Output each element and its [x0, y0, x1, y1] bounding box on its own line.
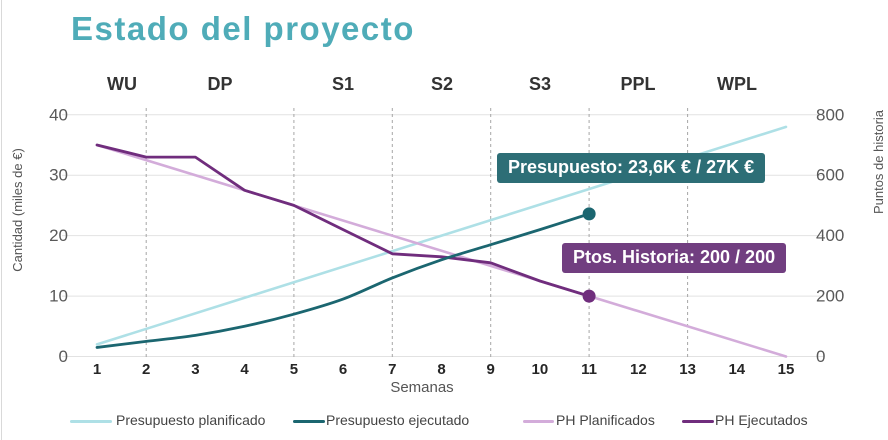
svg-text:5: 5 [290, 361, 298, 378]
svg-text:15: 15 [778, 361, 795, 378]
svg-text:600: 600 [816, 166, 844, 185]
svg-text:0: 0 [59, 347, 68, 366]
svg-text:11: 11 [581, 361, 597, 378]
svg-text:2: 2 [142, 361, 150, 378]
svg-text:30: 30 [49, 166, 68, 185]
svg-text:4: 4 [240, 361, 249, 378]
svg-text:12: 12 [630, 361, 647, 378]
svg-text:13: 13 [679, 361, 696, 378]
svg-text:0: 0 [816, 347, 825, 366]
svg-text:200: 200 [816, 287, 844, 306]
svg-text:10: 10 [532, 361, 549, 378]
svg-text:7: 7 [388, 361, 396, 378]
svg-text:3: 3 [191, 361, 199, 378]
svg-text:40: 40 [49, 105, 68, 124]
svg-text:8: 8 [437, 361, 445, 378]
svg-text:20: 20 [49, 226, 68, 245]
svg-text:6: 6 [339, 361, 347, 378]
svg-text:400: 400 [816, 226, 844, 245]
svg-text:10: 10 [49, 287, 68, 306]
svg-text:1: 1 [93, 361, 101, 378]
svg-text:800: 800 [816, 105, 844, 124]
svg-text:9: 9 [487, 361, 495, 378]
svg-text:14: 14 [728, 361, 745, 378]
